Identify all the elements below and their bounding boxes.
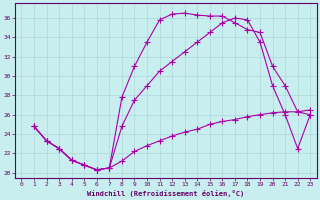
X-axis label: Windchill (Refroidissement éolien,°C): Windchill (Refroidissement éolien,°C) (87, 190, 244, 197)
